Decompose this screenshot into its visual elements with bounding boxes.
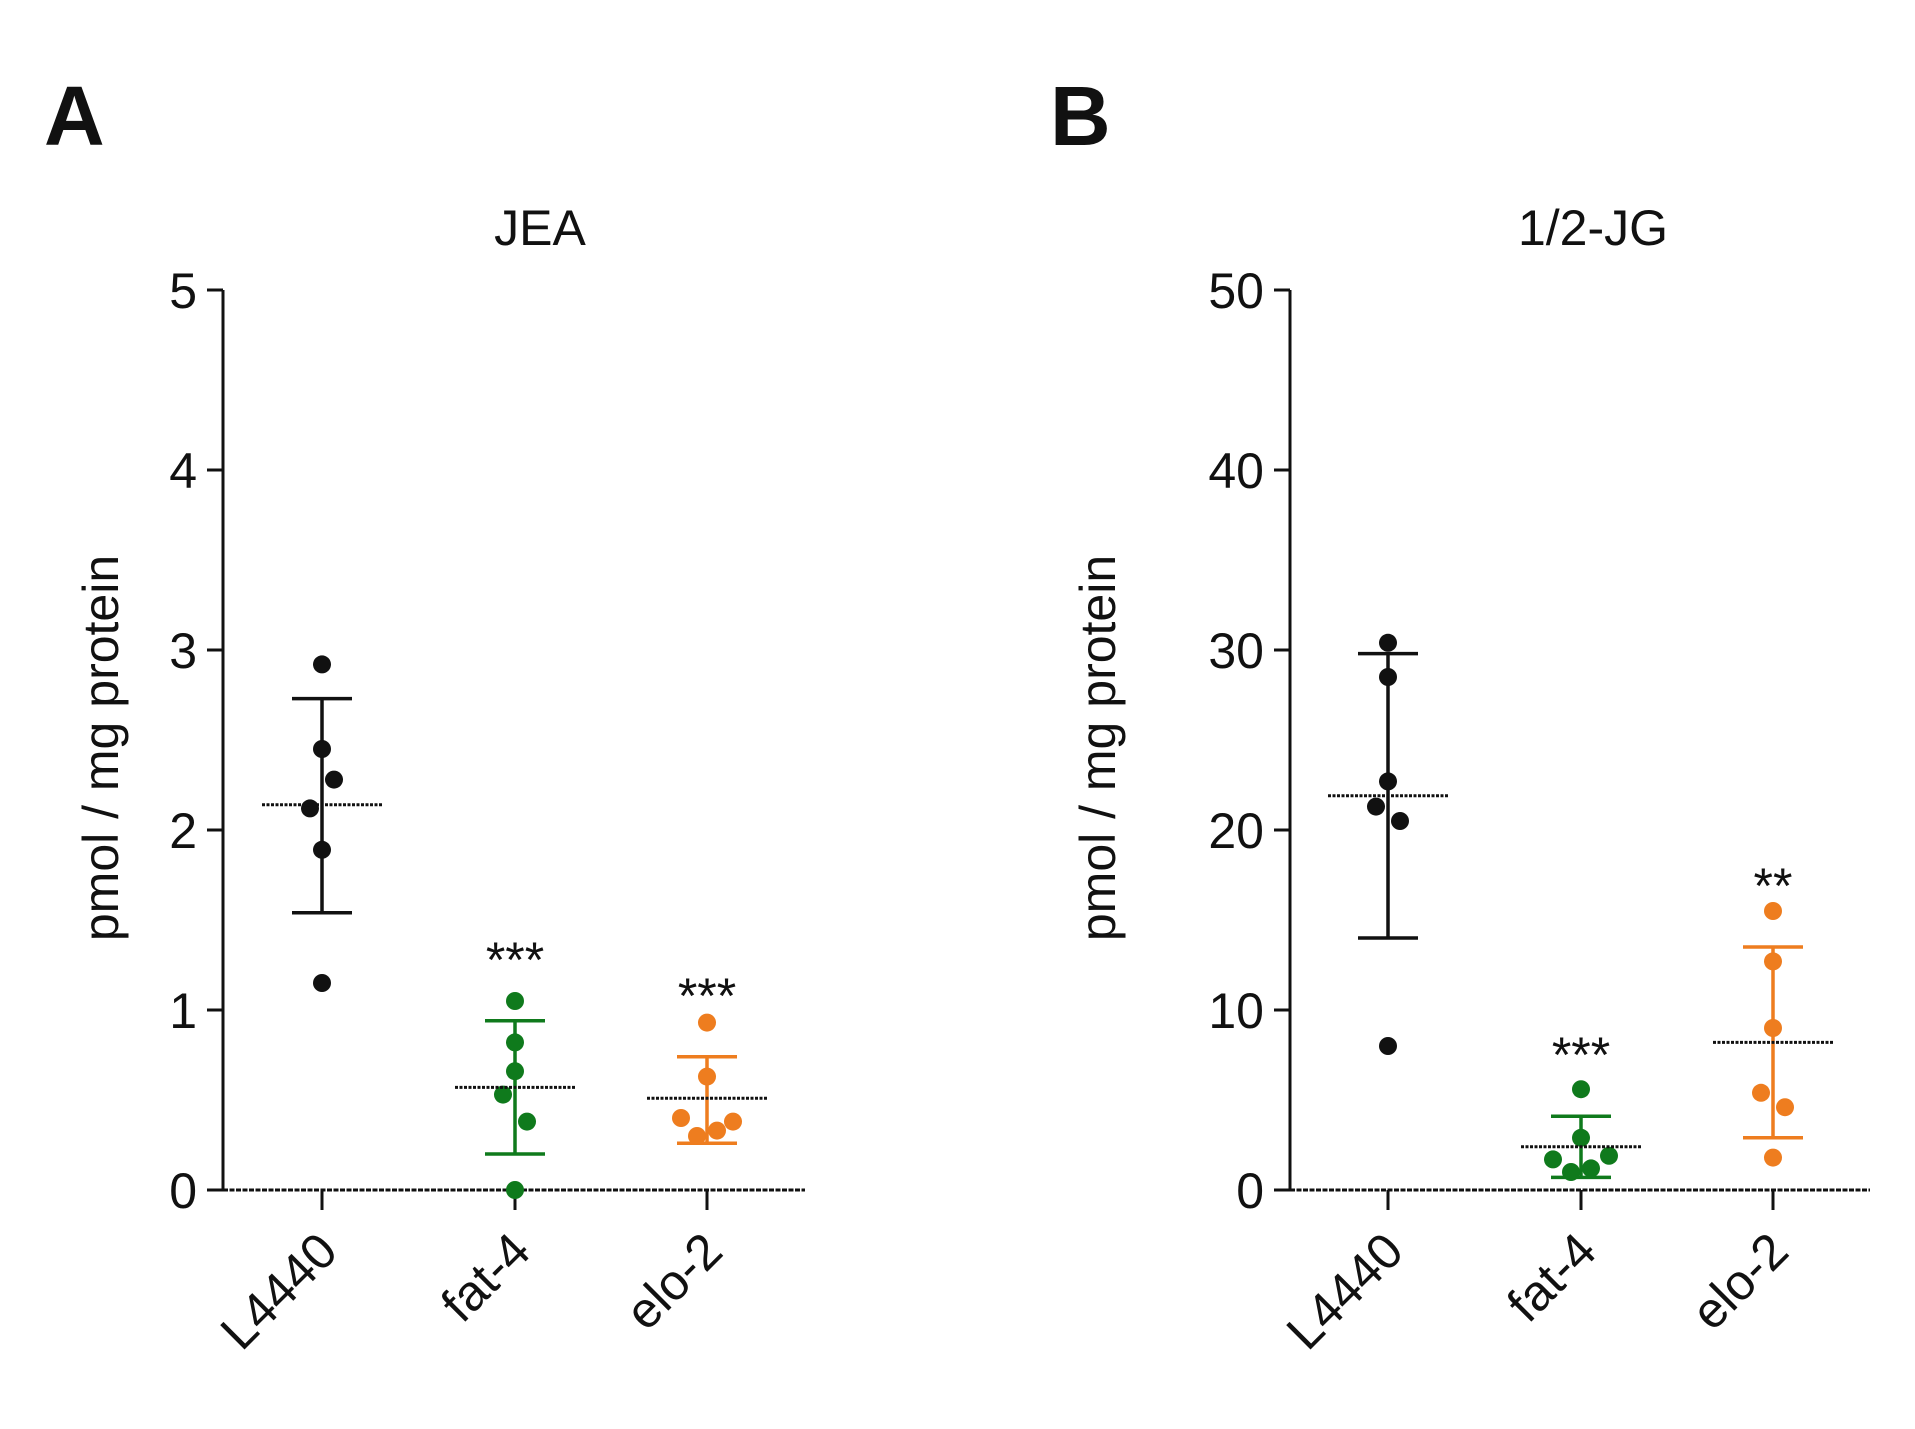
data-point	[1764, 1019, 1782, 1037]
significance-label: ***	[678, 968, 736, 1024]
panel-a-y-tick-label: 5	[169, 263, 197, 319]
panel-b-category-label: fat-4	[1496, 1222, 1606, 1332]
panel-b-category-label: elo-2	[1681, 1222, 1799, 1340]
data-point	[1544, 1150, 1562, 1169]
data-point	[724, 1112, 742, 1131]
panel-a-title: JEA	[494, 200, 586, 256]
data-point	[1391, 812, 1409, 830]
data-point	[325, 770, 343, 789]
data-point	[698, 1013, 716, 1032]
data-point	[1572, 1080, 1590, 1099]
data-point	[672, 1109, 690, 1127]
panel-b-y-tick-label: 10	[1208, 983, 1264, 1039]
data-point	[1379, 633, 1397, 652]
panel-a-letter: A	[44, 69, 105, 163]
significance-label: ***	[1552, 1027, 1610, 1083]
data-point	[1764, 902, 1782, 920]
panel-a-category-label: elo-2	[615, 1222, 733, 1340]
data-point	[1764, 1148, 1782, 1167]
panel-b-y-tick-label: 30	[1208, 623, 1264, 679]
data-point	[506, 1181, 524, 1199]
data-point	[1562, 1163, 1580, 1181]
data-point	[506, 1062, 524, 1081]
data-point	[688, 1127, 706, 1145]
panel-a-series-elo-2: ***	[647, 968, 767, 1145]
panel-a-series-L4440	[262, 655, 382, 992]
data-point	[506, 1033, 524, 1052]
data-point	[1764, 952, 1782, 971]
data-point	[506, 992, 524, 1010]
data-point	[301, 799, 319, 818]
panel-a-y-tick-label: 1	[169, 983, 197, 1039]
panel-a-y-tick-label: 3	[169, 623, 197, 679]
panel-a-y-tick-label: 2	[169, 803, 197, 859]
panel-b-y-tick-label: 0	[1236, 1163, 1264, 1219]
data-point	[1379, 772, 1397, 791]
significance-label: **	[1754, 858, 1793, 914]
data-point	[1572, 1128, 1590, 1147]
panel-b-letter: B	[1050, 69, 1111, 163]
panel-b-axes: 0 10 20 30 40 50 L4440 fat-4 elo-2	[1208, 263, 1870, 1360]
panel-b-category-label: L4440	[1276, 1222, 1414, 1360]
panel-a-category-label: fat-4	[430, 1222, 540, 1332]
data-point	[1600, 1146, 1618, 1165]
panel-a: A JEA pmol / mg protein 0 1 2 3 4 5 L4440 fat-4…	[44, 69, 805, 1360]
data-point	[313, 974, 331, 992]
data-point	[313, 655, 331, 674]
panel-a-category-label: L4440	[210, 1222, 348, 1360]
data-point	[1752, 1083, 1770, 1102]
data-point	[1776, 1098, 1794, 1117]
data-point	[494, 1085, 512, 1104]
significance-label: ***	[486, 932, 544, 988]
panel-b-data: *****	[1328, 633, 1833, 1181]
data-point	[1379, 1037, 1397, 1055]
data-point	[698, 1067, 716, 1086]
panel-a-series-fat-4: ***	[455, 932, 575, 1199]
panel-b-y-axis-label: pmol / mg protein	[1070, 555, 1126, 941]
panel-b-y-tick-label: 40	[1208, 443, 1264, 499]
data-point	[518, 1112, 536, 1131]
panel-b-y-tick-label: 20	[1208, 803, 1264, 859]
panel-b: B 1/2-JG pmol / mg protein 0 10 20 30 40 50 L4…	[1050, 69, 1870, 1360]
data-point	[313, 840, 331, 859]
data-point	[1379, 668, 1397, 686]
panel-a-y-tick-label: 4	[169, 443, 197, 499]
panel-b-y-tick-label: 50	[1208, 263, 1264, 319]
data-point	[313, 740, 331, 758]
panel-b-title: 1/2-JG	[1518, 200, 1668, 256]
data-point	[1582, 1159, 1600, 1178]
panel-a-data: *** ***	[262, 655, 767, 1199]
data-point	[1367, 797, 1385, 816]
panel-a-y-axis-label: pmol / mg protein	[73, 555, 129, 941]
panel-a-y-tick-label: 0	[169, 1163, 197, 1219]
panel-b-series-L4440	[1328, 633, 1448, 1055]
panel-a-axes: 0 1 2 3 4 5 L4440 fat-4 elo-2	[169, 263, 805, 1360]
panel-b-series-fat-4: ***	[1521, 1027, 1641, 1181]
data-point	[708, 1121, 726, 1140]
panel-b-series-elo-2: **	[1713, 858, 1833, 1167]
